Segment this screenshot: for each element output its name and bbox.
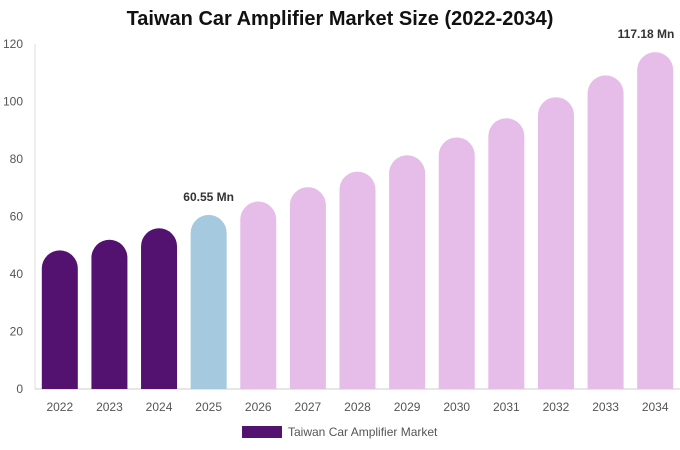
x-tick-label: 2026 xyxy=(245,400,272,414)
chart-title: Taiwan Car Amplifier Market Size (2022-2… xyxy=(126,8,554,30)
data-label-2034: 117.18 Mn xyxy=(618,27,675,41)
y-tick-label: 100 xyxy=(3,95,23,109)
x-tick-label: 2023 xyxy=(96,400,123,414)
x-tick-label: 2025 xyxy=(195,400,222,414)
y-tick-label: 20 xyxy=(10,325,24,339)
y-axis: 0 20 40 60 80 100 120 xyxy=(3,37,36,396)
legend: Taiwan Car Amplifier Market xyxy=(242,425,437,439)
bars xyxy=(41,52,674,390)
bar-2033 xyxy=(587,75,624,390)
x-tick-label: 2031 xyxy=(493,400,520,414)
x-tick-label: 2033 xyxy=(592,400,619,414)
x-tick-label: 2034 xyxy=(642,400,669,414)
bar-2027 xyxy=(289,187,326,389)
bar-2025 xyxy=(190,214,227,389)
y-tick-label: 120 xyxy=(3,37,23,51)
data-label-2025: 60.55 Mn xyxy=(183,190,234,204)
bar-2034 xyxy=(637,52,674,390)
bar-2031 xyxy=(488,118,525,389)
x-tick-label: 2028 xyxy=(344,400,371,414)
y-tick-label: 60 xyxy=(10,210,24,224)
bar-2023 xyxy=(91,239,128,389)
bar-2029 xyxy=(389,155,426,389)
x-tick-label: 2032 xyxy=(543,400,570,414)
bar-2026 xyxy=(240,201,277,389)
bar-2022 xyxy=(41,250,78,389)
x-tick-label: 2022 xyxy=(46,400,73,414)
y-tick-label: 0 xyxy=(16,382,23,396)
y-tick-label: 80 xyxy=(10,152,24,166)
bar-2024 xyxy=(141,228,178,389)
x-axis: 2022 2023 2024 2025 2026 2027 2028 2029 2030 2031… xyxy=(35,388,680,414)
x-tick-label: 2027 xyxy=(295,400,322,414)
legend-label: Taiwan Car Amplifier Market xyxy=(288,425,438,439)
bar-2032 xyxy=(537,97,574,390)
bar-2028 xyxy=(339,171,376,389)
x-tick-label: 2029 xyxy=(394,400,421,414)
bar-2030 xyxy=(438,137,475,389)
legend-swatch xyxy=(242,426,282,438)
y-tick-label: 40 xyxy=(10,267,24,281)
data-labels: 60.55 Mn 117.18 Mn xyxy=(183,27,674,204)
x-tick-label: 2024 xyxy=(146,400,173,414)
x-tick-label: 2030 xyxy=(443,400,470,414)
